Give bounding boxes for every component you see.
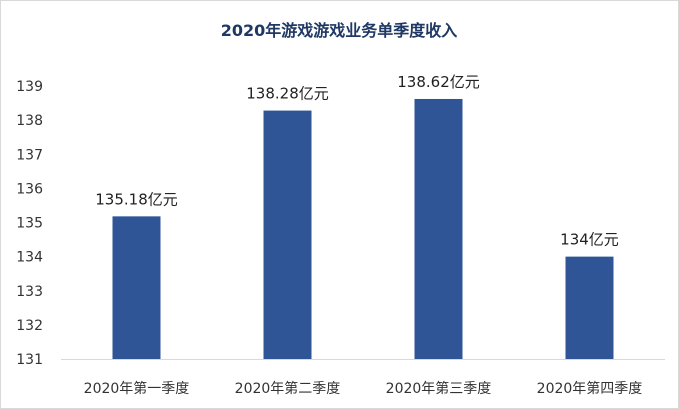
y-tick-label: 139 — [16, 79, 43, 95]
category-label: 2020年第三季度 — [386, 380, 492, 397]
y-tick-label: 136 — [16, 181, 43, 197]
category-labels: 2020年第一季度 2020年第二季度 2020年第三季度 2020年第四季度 — [84, 380, 643, 397]
bars — [112, 98, 614, 359]
category-label: 2020年第一季度 — [84, 380, 190, 397]
data-label: 138.28亿元 — [246, 85, 329, 103]
bar — [414, 98, 463, 359]
y-tick-label: 138 — [16, 113, 43, 129]
bar — [565, 256, 614, 359]
bar — [112, 216, 161, 359]
data-label: 134亿元 — [560, 231, 619, 249]
y-tick-label: 134 — [16, 250, 43, 266]
bar — [263, 110, 312, 359]
y-tick-label: 137 — [16, 147, 43, 163]
data-label: 135.18亿元 — [95, 190, 178, 208]
chart-title: 2020年游戏游戏业务单季度收入 — [221, 21, 458, 40]
y-axis-ticks: 131 132 133 134 135 136 137 138 139 — [16, 79, 43, 368]
y-tick-label: 135 — [16, 216, 43, 232]
category-label: 2020年第二季度 — [235, 380, 341, 397]
data-label: 138.62亿元 — [397, 73, 480, 91]
y-tick-label: 132 — [16, 318, 43, 334]
category-label: 2020年第四季度 — [537, 380, 643, 397]
data-labels: 135.18亿元 138.28亿元 138.62亿元 134亿元 — [95, 73, 619, 249]
y-tick-label: 133 — [16, 284, 43, 300]
y-tick-label: 131 — [16, 352, 43, 368]
